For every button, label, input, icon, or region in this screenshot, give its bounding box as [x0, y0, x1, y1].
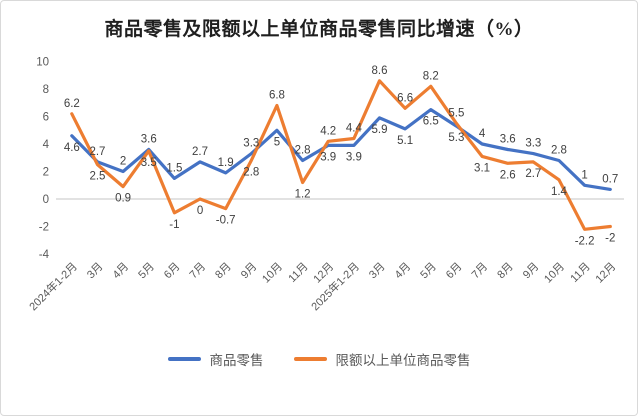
- data-label: 1.2: [295, 189, 311, 201]
- data-label: 2.8: [551, 145, 567, 157]
- y-axis-tick-label: 8: [43, 84, 49, 96]
- data-label: -2: [605, 233, 615, 245]
- y-axis-tick-label: -4: [39, 249, 50, 261]
- data-label: 4.6: [64, 142, 80, 154]
- data-label: -1: [169, 219, 179, 231]
- data-label: 8.6: [372, 65, 388, 77]
- data-label: 4: [479, 128, 486, 140]
- legend-label-goods-retail: 商品零售: [209, 353, 264, 368]
- data-label: 1.5: [166, 162, 182, 174]
- x-axis-tick-label: 8月: [495, 261, 516, 282]
- x-axis-tick-label: 9月: [521, 261, 542, 282]
- data-label: 5.9: [372, 124, 388, 136]
- data-label: 1.9: [218, 157, 234, 169]
- data-label: 2.7: [192, 146, 208, 158]
- data-label: 2.8: [243, 167, 259, 179]
- x-axis-tick-label: 5月: [418, 261, 439, 282]
- data-label: 0.9: [115, 193, 131, 205]
- data-label: 2.5: [89, 171, 105, 183]
- data-label: 3.9: [346, 151, 362, 163]
- y-axis-tick-label: 10: [36, 57, 49, 69]
- data-label: 3.5: [141, 157, 157, 169]
- x-axis-tick-label: 10月: [260, 261, 285, 286]
- data-label: 3.1: [474, 162, 490, 174]
- x-axis-tick-label: 4月: [111, 261, 132, 282]
- x-axis-tick-label: 10月: [542, 261, 567, 286]
- chart-title: 商品零售及限额以上单位商品零售同比增速（%）: [104, 19, 534, 40]
- legend-line-swatch-orange: [293, 356, 327, 362]
- data-label: 5: [274, 136, 280, 148]
- data-label: 2: [120, 156, 126, 168]
- x-axis-tick-label: 6月: [444, 261, 465, 282]
- x-axis-tick-label: 4月: [393, 261, 414, 282]
- x-axis-tick-label: 9月: [239, 261, 260, 282]
- y-axis-tick-label: -2: [39, 222, 49, 234]
- data-label: 5.5: [448, 107, 464, 119]
- y-axis-tick-label: 2: [43, 167, 49, 179]
- data-label: 6.6: [397, 92, 413, 104]
- x-axis-tick-label: 2025年1-2月: [308, 259, 362, 313]
- data-label: 3.3: [525, 138, 541, 150]
- data-label: 0.7: [602, 173, 618, 185]
- data-label: 2.7: [89, 146, 105, 158]
- series-line-above-limit: [70, 79, 612, 231]
- x-axis-tick-label: 8月: [213, 261, 234, 282]
- data-label: 2.6: [500, 169, 516, 181]
- x-axis-tick-label: 3月: [367, 261, 388, 282]
- data-label: 1: [581, 169, 587, 181]
- data-label: 8.2: [423, 70, 439, 82]
- series-line-goods-retail: [70, 107, 612, 191]
- data-label: 4.2: [320, 125, 336, 137]
- x-axis-tick-label: 11月: [568, 261, 592, 285]
- legend-line-swatch-blue: [167, 356, 201, 362]
- x-axis-tick-label: 7月: [470, 261, 491, 282]
- data-label: 3.6: [141, 134, 157, 146]
- legend-item-goods-retail: 商品零售: [167, 349, 264, 369]
- x-axis-tick-label: 3月: [85, 261, 106, 282]
- data-label: 3.3: [243, 138, 259, 150]
- data-label: 5.1: [397, 135, 413, 147]
- x-axis-tick-label: 6月: [162, 261, 183, 282]
- y-axis-tick-label: 0: [43, 194, 49, 206]
- chart-legend: 商品零售 限额以上单位商品零售: [1, 349, 637, 369]
- data-label: 1.4: [551, 186, 568, 198]
- x-axis-tick-label: 2024年1-2月: [26, 259, 80, 313]
- y-axis-tick-label: 6: [43, 112, 49, 124]
- data-label: 6.8: [269, 90, 285, 102]
- data-label: -2.2: [575, 235, 595, 247]
- data-label: 6.5: [423, 116, 439, 128]
- x-axis-tick-label: 11月: [286, 261, 310, 285]
- data-label: 6.2: [64, 98, 80, 110]
- x-axis-tick-label: 7月: [188, 261, 209, 282]
- data-label: 4.4: [346, 123, 363, 135]
- y-axis-tick-label: 4: [43, 139, 50, 151]
- data-label: 5.3: [448, 132, 464, 144]
- x-axis-tick-label: 12月: [593, 261, 618, 286]
- data-label: -0.7: [216, 215, 236, 227]
- legend-item-above-limit: 限额以上单位商品零售: [293, 349, 471, 369]
- data-label: 2.8: [295, 145, 311, 157]
- data-label: 0: [197, 205, 203, 217]
- data-label: 3.6: [500, 134, 516, 146]
- legend-label-above-limit: 限额以上单位商品零售: [335, 353, 471, 368]
- x-axis-tick-label: 5月: [136, 261, 157, 282]
- data-label: 2.7: [525, 168, 541, 180]
- data-label: 3.9: [320, 151, 336, 163]
